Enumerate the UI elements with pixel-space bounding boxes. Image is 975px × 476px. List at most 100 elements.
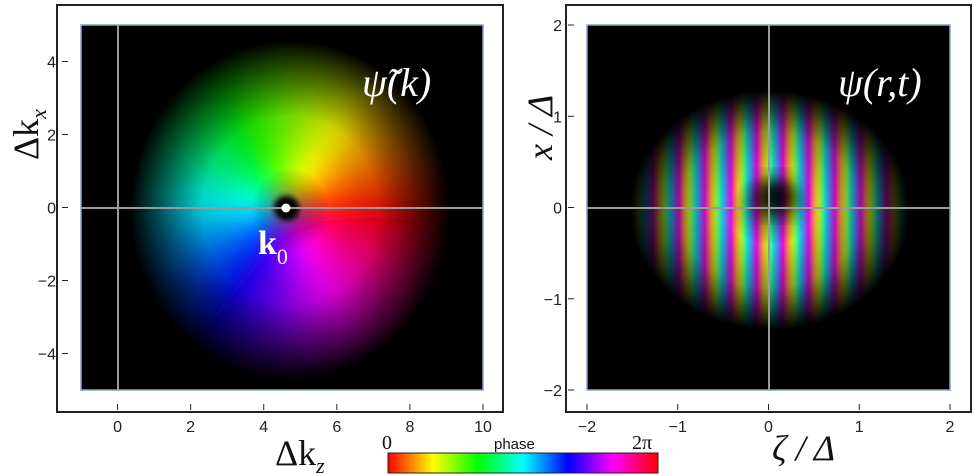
fringe-stripe	[788, 91, 791, 332]
fringe-stripe	[698, 84, 701, 325]
fringe-stripe	[678, 84, 681, 325]
fringe-stripe	[810, 93, 813, 334]
phase-wedge	[236, 25, 286, 208]
fringe-stripe	[864, 95, 867, 336]
fringe-stripe	[666, 84, 669, 325]
fringe-stripe	[650, 84, 653, 325]
left-panel: k0 ψ̃(k) 0 2 4 6 8 10 4 2 0 −2 −4 Δkz Δkx	[6, 4, 504, 476]
fringe-stripe	[800, 92, 803, 333]
phase-wedge	[285, 92, 461, 208]
fringe-stripe	[860, 95, 863, 336]
phase-wedge	[285, 25, 338, 208]
fringe-stripe	[850, 95, 853, 336]
fringe-stripe	[888, 95, 891, 336]
fringe-stripe	[658, 84, 661, 325]
fringe-stripe	[892, 95, 895, 336]
phase-wedge	[285, 207, 415, 374]
phase-wedge	[102, 207, 286, 308]
phase-wedge	[112, 89, 286, 208]
phase-wedge	[285, 34, 404, 208]
phase-wedge	[285, 139, 480, 208]
fringe-stripe	[794, 91, 797, 332]
fringe-stripe	[638, 85, 641, 326]
phase-wedge	[85, 204, 286, 225]
left-ticks: 0 2 4 6 8 10 4 2 0 −2 −4	[38, 55, 492, 437]
fringe-stripe	[826, 94, 829, 335]
fringe-stripe	[642, 85, 645, 326]
fringe-stripe	[898, 95, 901, 336]
phase-wedge	[285, 207, 483, 229]
phase-wedge	[132, 63, 286, 208]
right-panel-label: ψ(r,t)	[838, 60, 922, 105]
phase-wedge	[269, 25, 289, 208]
fringe-stripe	[630, 86, 633, 327]
left-xtick-label: 4	[259, 419, 268, 436]
fringe-stripe	[904, 95, 907, 336]
fringe-stripe	[694, 84, 697, 325]
fringe-stripe	[722, 85, 725, 326]
fringe-stripe	[900, 95, 903, 336]
phase-colorbar-bar	[387, 452, 659, 474]
fringe-stripe	[838, 95, 841, 336]
phase-wedge	[119, 207, 286, 337]
right-ytick-label: −1	[544, 292, 562, 309]
fringe-stripe	[890, 95, 893, 336]
fringe-stripe	[802, 92, 805, 333]
phase-wedge	[285, 190, 483, 211]
phase-wedge	[86, 207, 286, 243]
phase-wedge	[285, 207, 371, 390]
fringe-stripe	[702, 84, 705, 325]
phase-wedge	[168, 207, 286, 381]
fringe-stripe	[856, 95, 859, 336]
right-fringe-pattern	[630, 84, 911, 336]
fringe-stripe	[808, 93, 811, 334]
fringe-stripe	[728, 85, 731, 326]
colorbar-max-label: 2π	[632, 432, 652, 454]
phase-wedge	[157, 41, 286, 208]
fringe-stripe	[894, 95, 897, 336]
fringe-stripe	[740, 86, 743, 327]
fringe-stripe	[688, 84, 691, 325]
right-xtick-label: 2	[946, 419, 955, 436]
right-ytick-label: 2	[553, 18, 562, 35]
phase-wedge	[285, 43, 417, 208]
left-panel-label: ψ̃(k)	[362, 60, 431, 105]
fringe-stripe	[726, 85, 729, 326]
fringe-stripe	[870, 95, 873, 336]
left-ytick-label: 0	[47, 201, 56, 218]
colorbar-title: phase	[494, 436, 535, 453]
phase-wedge	[285, 207, 386, 390]
colorbar-min-label: 0	[382, 432, 392, 454]
fringe-stripe	[704, 84, 707, 325]
left-xtick-label: 2	[186, 419, 195, 436]
phase-wedge	[88, 207, 286, 260]
fringe-stripe	[790, 91, 793, 332]
fringe-stripe	[636, 85, 639, 326]
phase-wedge	[201, 25, 286, 208]
phase-wedge	[185, 25, 286, 208]
fringe-stripe	[720, 85, 723, 326]
fringe-stripe	[734, 86, 737, 327]
phase-wedge	[285, 54, 430, 208]
phase-wedge	[219, 25, 286, 208]
fringe-stripe	[862, 95, 865, 336]
phase-wedge	[253, 25, 286, 208]
fringe-stripe	[884, 95, 887, 336]
left-ytick-label: 4	[47, 55, 56, 72]
phase-wedge	[285, 207, 459, 326]
phase-wedge	[96, 207, 286, 293]
fringe-stripe	[646, 84, 649, 325]
phase-wedge	[285, 207, 335, 390]
fringe-stripe	[840, 95, 843, 336]
fringe-stripe	[792, 91, 795, 332]
fringe-stripe	[798, 92, 801, 333]
phase-wedge	[285, 155, 483, 208]
fringe-stripe	[806, 92, 809, 333]
right-xtick-label: −2	[578, 419, 596, 436]
fringe-stripe	[680, 84, 683, 325]
phase-wedge	[285, 207, 450, 339]
right-ytick-label: −2	[544, 383, 562, 400]
fringe-stripe	[896, 95, 899, 336]
phase-wedge	[285, 122, 475, 208]
fringe-stripe	[676, 84, 679, 325]
